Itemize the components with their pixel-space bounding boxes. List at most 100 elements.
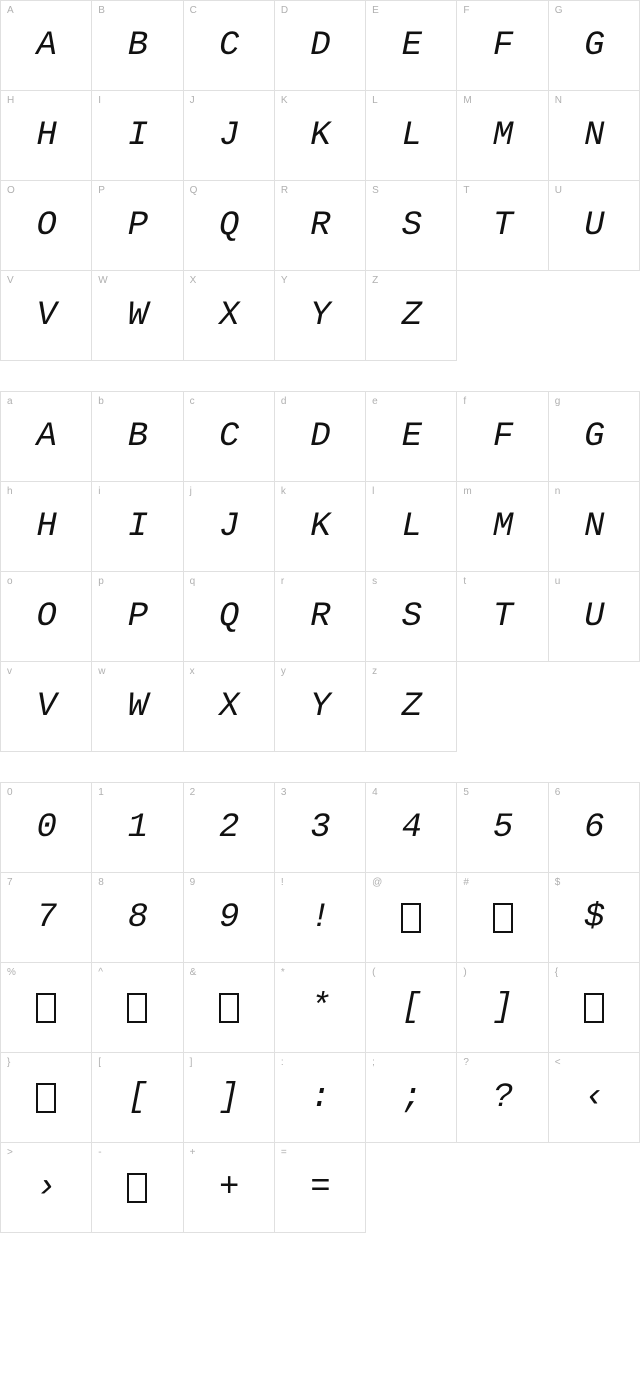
- glyph-cell: OO: [1, 181, 92, 271]
- glyph-cell: &: [184, 963, 275, 1053]
- glyph-display: ;: [372, 1057, 450, 1138]
- glyph-cell: ZZ: [366, 271, 457, 361]
- glyph-label: y: [281, 666, 286, 677]
- glyph-label: d: [281, 396, 287, 407]
- glyph-cell: HH: [1, 91, 92, 181]
- glyph-cell: }: [1, 1053, 92, 1143]
- missing-glyph-icon: [127, 1173, 147, 1203]
- glyph-label: >: [7, 1147, 13, 1158]
- glyph-cell: 55: [457, 783, 548, 873]
- glyph-label: R: [281, 185, 288, 196]
- glyph-label: c: [190, 396, 195, 407]
- glyph-display: K: [281, 486, 359, 567]
- glyph-label: 6: [555, 787, 561, 798]
- section-symbols: 00112233445566778899!!@#$$%^&**([)]{}[[]…: [0, 782, 640, 1233]
- glyph-cell: fF: [457, 392, 548, 482]
- glyph-label: z: [372, 666, 377, 677]
- glyph-display: [7, 967, 85, 1048]
- glyph-display: E: [372, 5, 450, 86]
- missing-glyph-icon: [584, 993, 604, 1023]
- glyph-cell: nN: [549, 482, 640, 572]
- glyph-display: U: [555, 576, 633, 657]
- glyph-display: [372, 877, 450, 958]
- glyph-display: D: [281, 396, 359, 477]
- glyph-cell: GG: [549, 1, 640, 91]
- glyph-display: 0: [7, 787, 85, 868]
- glyph-display: 6: [555, 787, 633, 868]
- glyph-display: R: [281, 576, 359, 657]
- glyph-cell: cC: [184, 392, 275, 482]
- glyph-cell: >›: [1, 1143, 92, 1233]
- glyph-label: B: [98, 5, 105, 16]
- glyph-cell: ;;: [366, 1053, 457, 1143]
- glyph-label: g: [555, 396, 561, 407]
- empty-cell: [457, 1143, 548, 1233]
- glyph-display: L: [372, 486, 450, 567]
- glyph-label: X: [190, 275, 197, 286]
- section-lowercase: aAbBcCdDeEfFgGhHiIjJkKlLmMnNoOpPqQrRsStT…: [0, 391, 640, 752]
- glyph-cell: <‹: [549, 1053, 640, 1143]
- glyph-label: J: [190, 95, 195, 106]
- glyph-cell: pP: [92, 572, 183, 662]
- missing-glyph-icon: [401, 903, 421, 933]
- glyph-label: [: [98, 1057, 101, 1068]
- glyph-display: B: [98, 396, 176, 477]
- glyph-display: I: [98, 95, 176, 176]
- glyph-cell: ::: [275, 1053, 366, 1143]
- glyph-cell: hH: [1, 482, 92, 572]
- missing-glyph-icon: [127, 993, 147, 1023]
- glyph-label: v: [7, 666, 12, 677]
- glyph-label: #: [463, 877, 469, 888]
- glyph-cell: mM: [457, 482, 548, 572]
- glyph-grid: aAbBcCdDeEfFgGhHiIjJkKlLmMnNoOpPqQrRsStT…: [0, 391, 640, 752]
- glyph-cell: FF: [457, 1, 548, 91]
- glyph-display: +: [190, 1147, 268, 1228]
- glyph-cell: 88: [92, 873, 183, 963]
- glyph-display: C: [190, 5, 268, 86]
- glyph-display: ]: [463, 967, 541, 1048]
- glyph-label: T: [463, 185, 469, 196]
- glyph-label: E: [372, 5, 379, 16]
- glyph-label: @: [372, 877, 382, 888]
- glyph-label: m: [463, 486, 471, 497]
- glyph-cell: xX: [184, 662, 275, 752]
- glyph-cell: sS: [366, 572, 457, 662]
- glyph-label: M: [463, 95, 471, 106]
- glyph-label: b: [98, 396, 104, 407]
- glyph-display: [: [372, 967, 450, 1048]
- glyph-cell: 11: [92, 783, 183, 873]
- glyph-cell: #: [457, 873, 548, 963]
- glyph-cell: lL: [366, 482, 457, 572]
- glyph-display: $: [555, 877, 633, 958]
- glyph-cell: %: [1, 963, 92, 1053]
- glyph-cell: ??: [457, 1053, 548, 1143]
- glyph-display: A: [7, 396, 85, 477]
- glyph-cell: ]]: [184, 1053, 275, 1143]
- glyph-label: P: [98, 185, 105, 196]
- glyph-display: 1: [98, 787, 176, 868]
- glyph-label: O: [7, 185, 15, 196]
- glyph-cell: ^: [92, 963, 183, 1053]
- glyph-label: l: [372, 486, 374, 497]
- glyph-label: a: [7, 396, 13, 407]
- glyph-label: e: [372, 396, 378, 407]
- section-uppercase: AABBCCDDEEFFGGHHIIJJKKLLMMNNOOPPQQRRSSTT…: [0, 0, 640, 361]
- glyph-cell: UU: [549, 181, 640, 271]
- glyph-cell: LL: [366, 91, 457, 181]
- glyph-cell: SS: [366, 181, 457, 271]
- glyph-cell: ++: [184, 1143, 275, 1233]
- glyph-cell: rR: [275, 572, 366, 662]
- glyph-cell: ([: [366, 963, 457, 1053]
- glyph-cell: VV: [1, 271, 92, 361]
- glyph-label: ;: [372, 1057, 375, 1068]
- glyph-cell: CC: [184, 1, 275, 91]
- glyph-label: H: [7, 95, 14, 106]
- missing-glyph-icon: [36, 1083, 56, 1113]
- glyph-cell: 99: [184, 873, 275, 963]
- glyph-cell: iI: [92, 482, 183, 572]
- glyph-label: q: [190, 576, 196, 587]
- glyph-label: ?: [463, 1057, 469, 1068]
- glyph-label: ^: [98, 967, 103, 978]
- glyph-cell: 22: [184, 783, 275, 873]
- glyph-label: t: [463, 576, 466, 587]
